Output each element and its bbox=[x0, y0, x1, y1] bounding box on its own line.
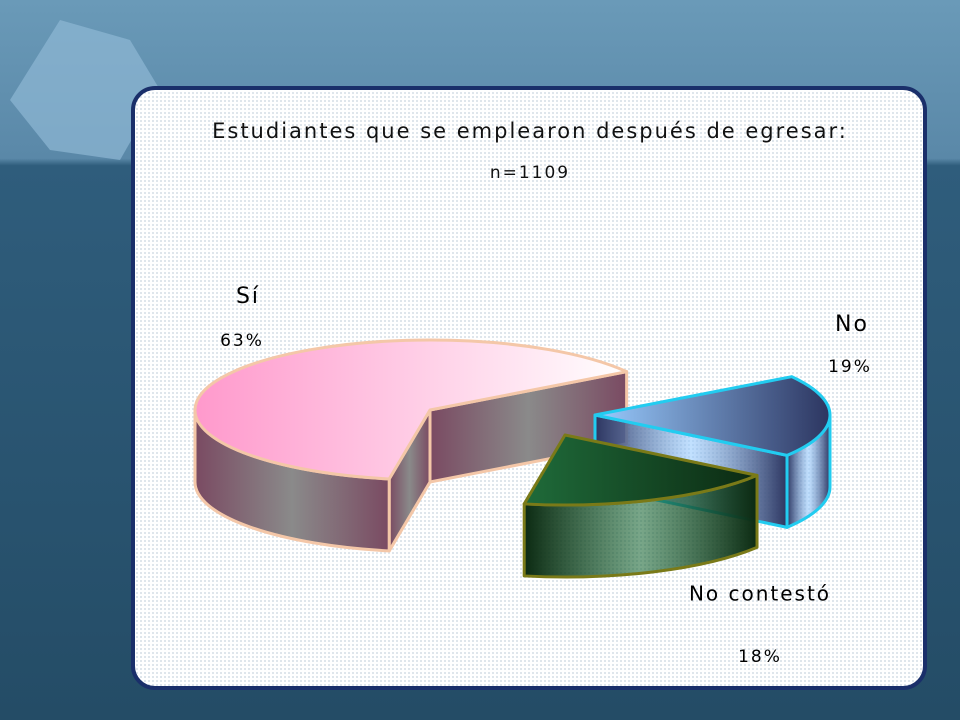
value-label: 19% bbox=[828, 357, 872, 377]
category-label: Sí bbox=[236, 284, 260, 309]
category-label: No bbox=[835, 312, 869, 337]
chart-subtitle: n=1109 bbox=[490, 163, 570, 183]
chart-title: Estudiantes que se emplearon después de … bbox=[212, 119, 848, 143]
value-label: 63% bbox=[220, 331, 264, 351]
puzzle-decoration bbox=[10, 20, 160, 160]
slice bbox=[193, 338, 629, 481]
category-label: No contestó bbox=[689, 582, 831, 606]
pie bbox=[193, 338, 832, 579]
slice bbox=[593, 375, 832, 457]
slice bbox=[522, 433, 759, 507]
value-label: 18% bbox=[738, 647, 782, 667]
